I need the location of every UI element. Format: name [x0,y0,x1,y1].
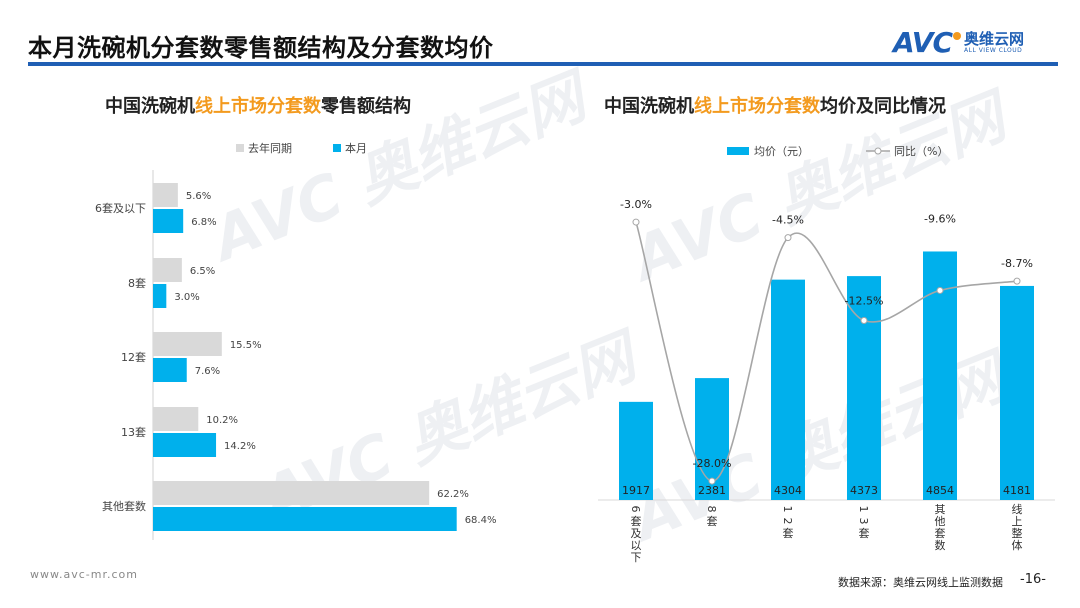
category-label-char: 以 [631,539,642,552]
data-label: 14.2% [224,441,256,452]
category-label-char: 套 [859,527,870,540]
yoy-label: -28.0% [693,457,732,470]
yoy-point [1013,277,1021,285]
legend-label: 去年同期 [248,141,292,155]
category-label-char: 1 [781,506,794,513]
category-label-char: 数 [935,539,946,552]
bar-this-month [153,284,167,308]
bar-last-year [153,183,178,207]
data-label: 6.5% [190,266,215,277]
data-label: 7.6% [195,366,220,377]
logo-en: ALL VIEW CLOUD [964,47,1023,54]
category-label-char: 他 [935,515,946,528]
bar-avg-price [619,401,653,500]
logo-mark: AVC [893,26,953,59]
yoy-point [936,286,944,294]
bar-avg-price [771,279,805,500]
bar-avg-price [1000,285,1034,500]
yoy-label: -9.6% [924,212,956,225]
bar-this-month [153,358,187,382]
data-label: 15.5% [230,340,262,351]
bar-last-year [153,258,182,282]
legend-label: 均价（元） [754,145,809,158]
logo-dot-icon [953,31,961,40]
bar-this-month [153,209,184,233]
category-label-char: 8 [705,506,718,513]
yoy-point [632,218,640,226]
brand-logo: AVC 奥维云网 ALL VIEW CLOUD [893,26,1024,59]
yoy-line [635,221,1018,482]
right-chart-title: 中国洗碗机线上市场分套数均价及同比情况 [604,96,946,117]
yoy-point [708,477,716,485]
category-label-char: 套 [783,527,794,540]
data-label: 10.2% [206,415,238,426]
bar-this-month [153,433,217,457]
category-label-char: 2 [781,518,794,525]
left-chart-title: 中国洗碗机线上市场分套数零售额结构 [105,96,411,117]
category-label-char: 1 [857,506,870,513]
data-label: 62.2% [437,489,469,500]
bar-value-label: 4373 [850,484,878,497]
yoy-label: -4.5% [772,214,804,227]
category-label-char: 套 [935,527,946,540]
page-title: 本月洗碗机分套数零售额结构及分套数均价 [28,34,494,62]
legend-swatch-last-year [236,144,244,152]
bar-last-year [153,332,222,356]
legend-label: 本月 [345,141,367,155]
data-label: 5.6% [186,191,211,202]
footer-url[interactable]: www.avc-mr.com [30,568,138,581]
logo-cn: 奥维云网 [964,30,1025,48]
bar-last-year [153,407,199,431]
category-label: 其他套数 [102,500,146,513]
category-label-char: 套 [631,515,642,528]
category-label-char: 6 [629,506,642,513]
category-label-char: 下 [631,551,642,564]
yoy-label: -12.5% [845,295,884,308]
bar-this-month [153,507,457,531]
category-label: 12套 [121,351,146,364]
data-label: 6.8% [191,217,216,228]
data-source: 数据来源：奥维云网线上监测数据 [838,576,1003,589]
bar-avg-price [847,276,881,500]
category-label-char: 整 [1012,526,1023,540]
bar-value-label: 1917 [622,484,650,497]
legend-label: 同比（%） [894,145,948,158]
legend-swatch-this-month [333,144,341,152]
category-label-char: 及 [631,527,642,540]
legend-marker-yoy [874,147,882,155]
category-label-char: 线 [1012,502,1023,516]
data-label: 3.0% [174,292,199,303]
bar-last-year [153,481,430,505]
data-label: 68.4% [465,515,497,526]
category-label-char: 体 [1012,538,1023,552]
yoy-label: -8.7% [1001,257,1033,270]
bar-value-label: 2381 [698,484,726,497]
category-label-char: 上 [1012,515,1023,528]
category-label: 13套 [121,426,146,439]
category-label-char: 其 [935,503,946,516]
category-label: 6套及以下 [95,202,146,215]
yoy-label: -3.0% [620,198,652,211]
legend-swatch-price [727,147,749,155]
yoy-point [784,234,792,242]
bar-value-label: 4854 [926,484,954,497]
page-number: -16- [1020,572,1046,587]
title-divider [28,62,1058,66]
bar-value-label: 4304 [774,484,802,497]
category-label-char: 3 [857,518,870,525]
category-label-char: 套 [707,515,718,528]
category-label: 8套 [128,277,146,290]
yoy-point [860,317,868,324]
bar-value-label: 4181 [1003,484,1031,497]
